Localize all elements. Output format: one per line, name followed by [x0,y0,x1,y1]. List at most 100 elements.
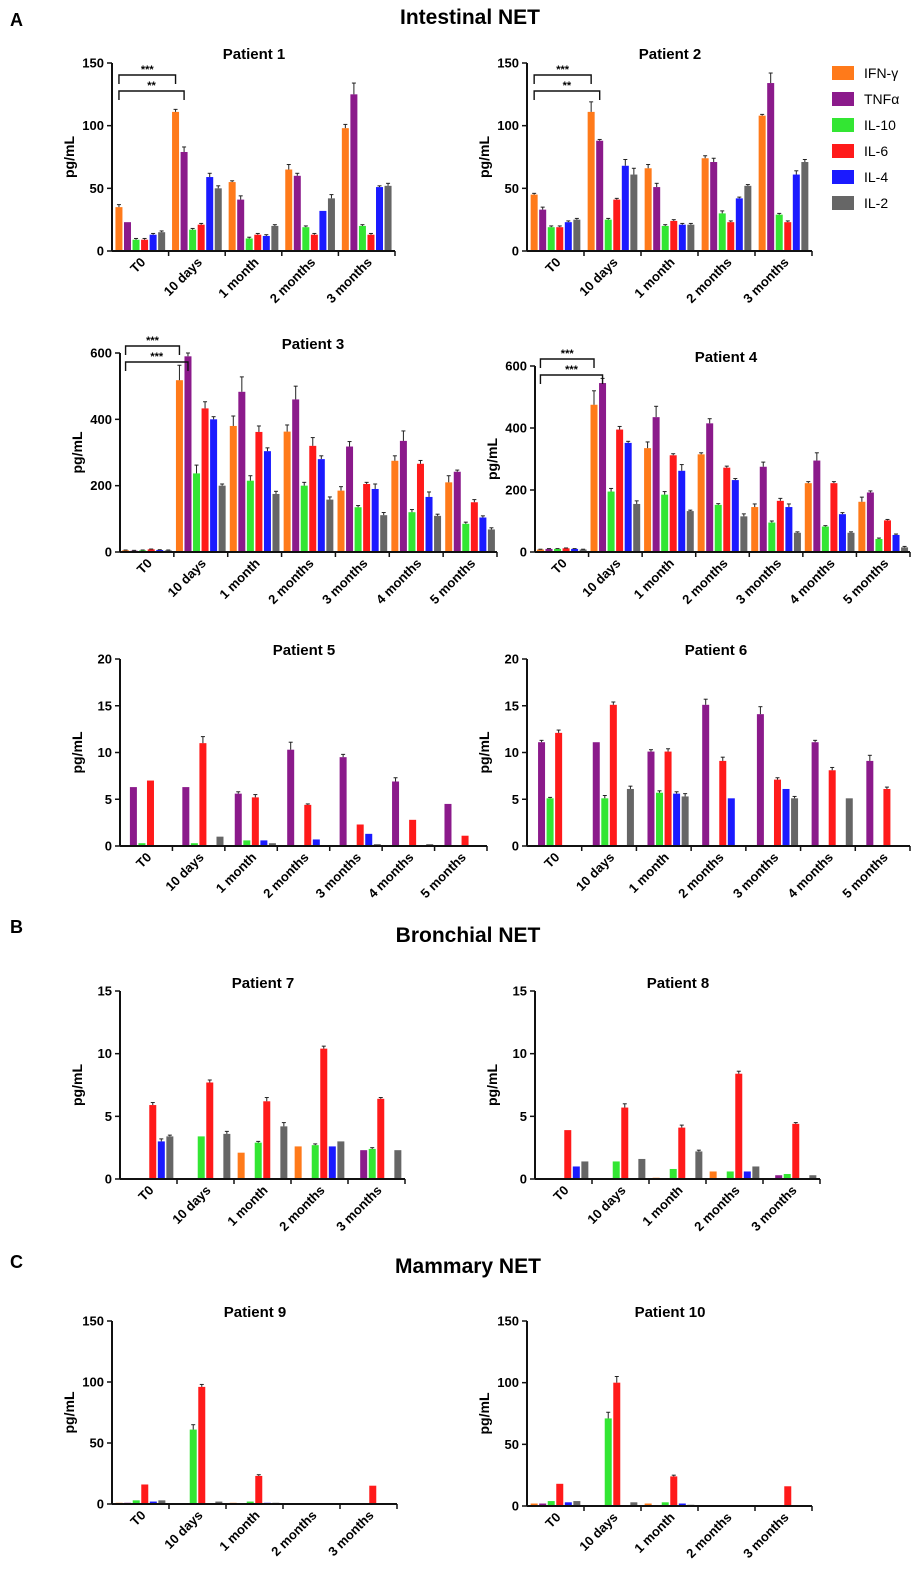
x-tick-label: 1 month [639,1182,685,1228]
x-tick-label: 1 month [216,555,262,601]
bar [669,455,677,552]
bar [838,514,846,552]
bar [784,222,792,251]
legend-swatch [832,66,854,80]
bar [317,459,325,552]
x-tick-label: 3 months [730,850,781,901]
chart-panel-10: Patient 10 pg/mL 0 50 100 150 T0 10 days 1 month… [476,1304,813,1561]
bar [132,1500,140,1504]
bar [369,1485,377,1504]
y-axis-label: pg/mL [484,438,500,480]
bar [246,480,254,552]
bar [399,440,407,552]
bar [875,538,883,552]
bar [752,1166,760,1179]
x-tick-label: 10 days [573,850,617,894]
y-tick-label: 20 [98,652,112,667]
chart-title: Patient 1 [223,46,286,63]
chart-panel-2: Patient 2 pg/mL 0 50 100 150 T0 10 days 1 month 2… [476,46,813,306]
x-tick-label: 5 months [427,556,478,607]
bar [644,1503,652,1506]
x-tick-label: 5 months [839,850,890,901]
x-tick-label: 4 months [786,556,837,607]
bar [709,1171,717,1179]
x-tick-label: 10 days [165,556,209,600]
bar [184,356,192,552]
y-tick-label: 10 [513,1046,527,1061]
x-tick-label: 2 months [268,1508,319,1559]
bar [587,111,595,251]
bar [141,239,149,251]
bar [175,380,183,552]
bar [198,1386,206,1504]
y-tick-label: 15 [98,698,112,713]
y-tick-label: 400 [505,421,527,436]
bar [564,222,572,251]
x-tick-label: 1 month [631,555,677,601]
x-tick-label: 3 months [319,556,370,607]
y-tick-label: 15 [505,698,519,713]
bar [182,787,190,846]
bar [341,128,349,251]
x-tick-label: 1 month [213,849,259,895]
significance-bracket: ** [533,80,601,100]
bar [678,1503,686,1506]
bar [644,448,652,552]
bar [613,199,621,251]
y-tick-label: 150 [497,1314,519,1329]
bar [304,804,312,846]
bar [773,779,781,846]
bar [612,1161,620,1179]
bar [661,225,669,251]
bar [300,485,308,552]
bar [656,792,664,846]
bar [479,517,487,552]
bar [367,234,375,251]
bar [229,425,237,552]
bar [234,793,242,846]
y-tick-label: 0 [520,545,527,560]
bar [149,1105,157,1179]
x-tick-label: T0 [541,850,562,871]
bar [470,502,478,552]
legend-label: IFN-γ [864,65,898,81]
bar [539,209,547,251]
bar [609,704,617,846]
y-tick-label: 0 [512,244,519,259]
x-tick-label: T0 [542,255,563,276]
bar [621,1107,629,1179]
y-tick-label: 150 [82,1314,104,1329]
x-tick-label: 3 months [740,1510,791,1561]
x-tick-label: 2 months [683,1510,734,1561]
bar [453,471,461,552]
y-tick-label: 5 [105,792,112,807]
bar [365,833,373,846]
x-tick-label: T0 [133,850,154,871]
legend: IFN-γ TNFα IL-10 IL-6 IL-4 IL-2 [832,65,899,211]
chart-panel-9: Patient 9 pg/mL 0 50 100 150 T0 10 days 1 month 2… [61,1304,398,1559]
bar [197,1136,205,1179]
bar [740,516,748,552]
bar [255,1475,263,1504]
bar [572,1166,580,1179]
legend-label: IL-6 [864,143,888,159]
bar [776,500,784,552]
significance-label: *** [561,348,575,360]
bar [254,234,262,251]
chart-title: Patient 3 [282,336,345,353]
y-tick-label: 200 [90,478,112,493]
bar [539,1503,547,1506]
bar [743,1171,751,1179]
bar [416,463,424,552]
bar [784,1486,792,1506]
bar [487,529,495,552]
bar [238,391,246,552]
x-tick-label: 10 days [169,1183,213,1227]
y-tick-label: 50 [505,181,519,196]
bar [254,1142,262,1179]
bar [782,788,790,846]
bar [706,423,714,552]
bar [223,1133,231,1179]
bar [283,431,291,552]
